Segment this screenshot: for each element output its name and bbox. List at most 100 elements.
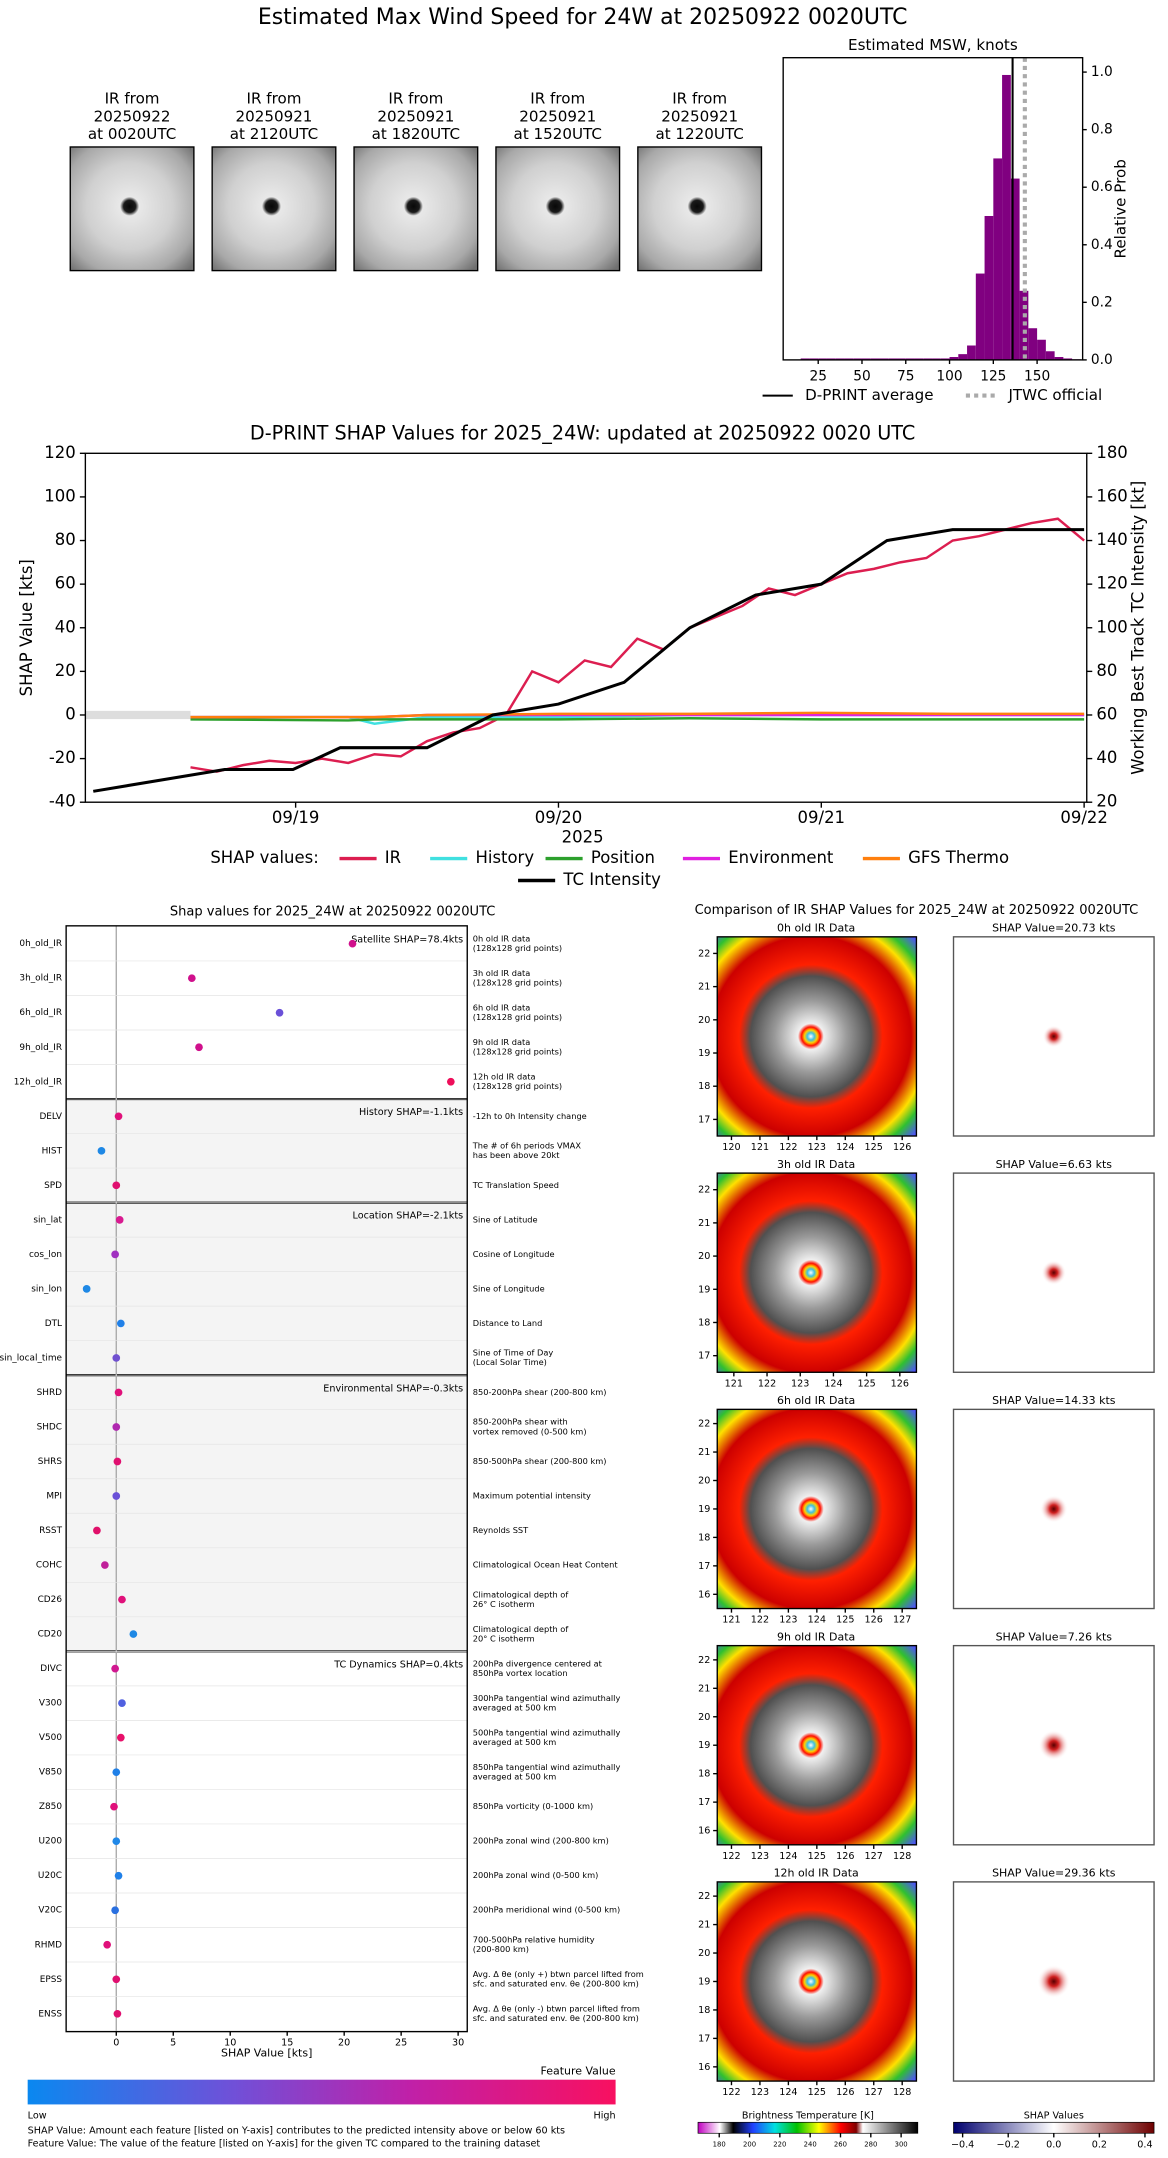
histogram-bar (809, 358, 819, 360)
legend-title: SHAP values: (210, 848, 318, 867)
feature-description: 200hPa meridional wind (0-500 km) (473, 1905, 621, 1915)
shap-dot (111, 1250, 119, 1259)
feature-description: 850-200hPa shear (200-800 km) (473, 1387, 607, 1397)
colorbar (953, 2121, 1155, 2134)
colorbar-tick-label: 0.2 (1092, 2139, 1107, 2150)
group-label: History SHAP=-1.1kts (359, 1107, 463, 1118)
feature-label: SPD (44, 1181, 62, 1191)
feature-description: 700-500hPa relative humidity (473, 1934, 595, 1944)
histogram-bar (932, 358, 941, 360)
ir-image (716, 1172, 918, 1373)
colorbar-tick-label: 0.4 (1137, 2139, 1152, 2150)
y2-axis-label: Working Best Track TC Intensity [kt] (1128, 481, 1147, 775)
feature-description: Sine of Time of Day (473, 1348, 554, 1358)
chart-title: Estimated MSW, knots (848, 36, 1018, 54)
feature-description: vortex removed (0-500 km) (473, 1426, 587, 1436)
x-tick-label: 122 (722, 2087, 740, 2098)
shap-dot (112, 1181, 121, 1190)
x-tick-label: 09/22 (1060, 808, 1107, 827)
colorbar-title: Feature Value (541, 2064, 616, 2077)
x-tick-label: 09/20 (535, 808, 582, 827)
chart-title: D-PRINT SHAP Values for 2025_24W: update… (250, 422, 915, 445)
y-tick-label: 20 (698, 1712, 710, 1723)
x-tick-label: 125 (808, 1851, 826, 1862)
colorbar-high: High (594, 2110, 616, 2121)
shap-panel-title: SHAP Value=20.73 kts (992, 922, 1116, 935)
ir-thumbnail (353, 146, 479, 272)
y-tick-label: 18 (698, 2005, 710, 2016)
feature-description: Climatological depth of (473, 1624, 570, 1634)
x-tick-label: 50 (853, 368, 870, 384)
feature-colorbar (27, 2079, 616, 2105)
y-tick-label: 1.0 (1091, 64, 1113, 80)
y-tick-label: 0 (65, 704, 75, 723)
colorbar-title: SHAP Values (1024, 2110, 1084, 2121)
y-axis-label: SHAP Value [kts] (17, 559, 36, 696)
y-tick-label: 19 (698, 1976, 710, 1987)
x-tick-label: 122 (779, 1142, 797, 1153)
y-tick-label: 40 (55, 617, 76, 636)
y-tick-label: 18 (698, 1769, 710, 1780)
histogram-bar (879, 358, 889, 360)
histogram-bar (958, 354, 968, 360)
y2-tick-label: 140 (1096, 530, 1127, 549)
feature-description: (128x128 grid points) (473, 1081, 562, 1091)
feature-description: sfc. and saturated env. θe (200-800 km) (473, 1979, 639, 1989)
y-tick-label: 18 (698, 1317, 710, 1328)
y-tick-label: 21 (698, 1683, 710, 1694)
histogram-bar (844, 358, 854, 360)
colorbar-tick-label: −0.2 (997, 2139, 1020, 2150)
ir-panel-title: 0h old IR Data (777, 922, 855, 935)
thumbnail-label: IR from (672, 89, 727, 107)
shap-dot (93, 1526, 101, 1535)
y-tick-label: 22 (698, 1185, 710, 1196)
y-tick-label: 20 (55, 661, 76, 680)
ir-image (716, 1881, 918, 2082)
x-tick-label: 124 (836, 1142, 854, 1153)
shap-hotspot (1038, 1730, 1069, 1761)
x-axis-label: SHAP Value [kts] (221, 2047, 312, 2060)
y-tick-label: 120 (44, 443, 75, 462)
x-tick-label: 121 (725, 1378, 743, 1389)
feature-label: RSST (39, 1526, 62, 1536)
x-tick-label: 123 (751, 2087, 769, 2098)
colorbar-tick-label: 260 (834, 2140, 847, 2148)
histogram-bar (818, 358, 827, 360)
feature-description: 850hPa tangential wind azimuthally (473, 1762, 621, 1772)
ir-image (716, 936, 918, 1137)
feature-label: RHMD (35, 1940, 63, 1950)
shap-dot (101, 1561, 109, 1569)
shap-dot (275, 1008, 284, 1017)
y2-tick-label: 60 (1096, 704, 1117, 723)
legend-label: IR (385, 848, 401, 867)
feature-description: sfc. and saturated env. θe (200-800 km) (473, 2013, 639, 2023)
y-tick-label: 0.8 (1091, 122, 1113, 138)
feature-description: 850hPa vortex location (473, 1668, 568, 1678)
feature-description: averaged at 500 km (473, 1771, 557, 1781)
x-tick-label: 122 (751, 1615, 769, 1626)
x-tick-label: 127 (893, 1615, 911, 1626)
feature-description: Reynolds SST (473, 1525, 529, 1535)
x-tick-label: 09/19 (272, 808, 319, 827)
page-title: Estimated Max Wind Speed for 24W at 2025… (258, 5, 908, 30)
y-tick-label: 16 (698, 2062, 710, 2073)
feature-description: Distance to Land (473, 1318, 543, 1328)
y-axis-label: Relative Prob (1112, 159, 1130, 258)
x-tick-label: 123 (791, 1378, 809, 1389)
colorbar-tick-label: 200 (743, 2140, 756, 2148)
group-label: Satellite SHAP=78.4kts (351, 935, 463, 946)
y-tick-label: 20 (698, 1015, 710, 1026)
shap-dot (129, 1630, 138, 1638)
y-tick-label: 21 (698, 982, 710, 993)
x-tick-label: 124 (824, 1378, 842, 1389)
feature-label: V300 (39, 1699, 62, 1709)
feature-description: (200-800 km) (473, 1944, 529, 1954)
y-tick-label: 18 (698, 1081, 710, 1092)
feature-label: DIVC (40, 1664, 62, 1674)
y2-tick-label: 160 (1096, 486, 1127, 505)
feature-description: 20° C isotherm (473, 1633, 535, 1643)
thumbnail-label: 20250922 (94, 107, 171, 125)
y-tick-label: 17 (698, 1561, 710, 1572)
colorbar-tick-label: 280 (864, 2140, 877, 2148)
feature-label: DTL (45, 1319, 62, 1329)
